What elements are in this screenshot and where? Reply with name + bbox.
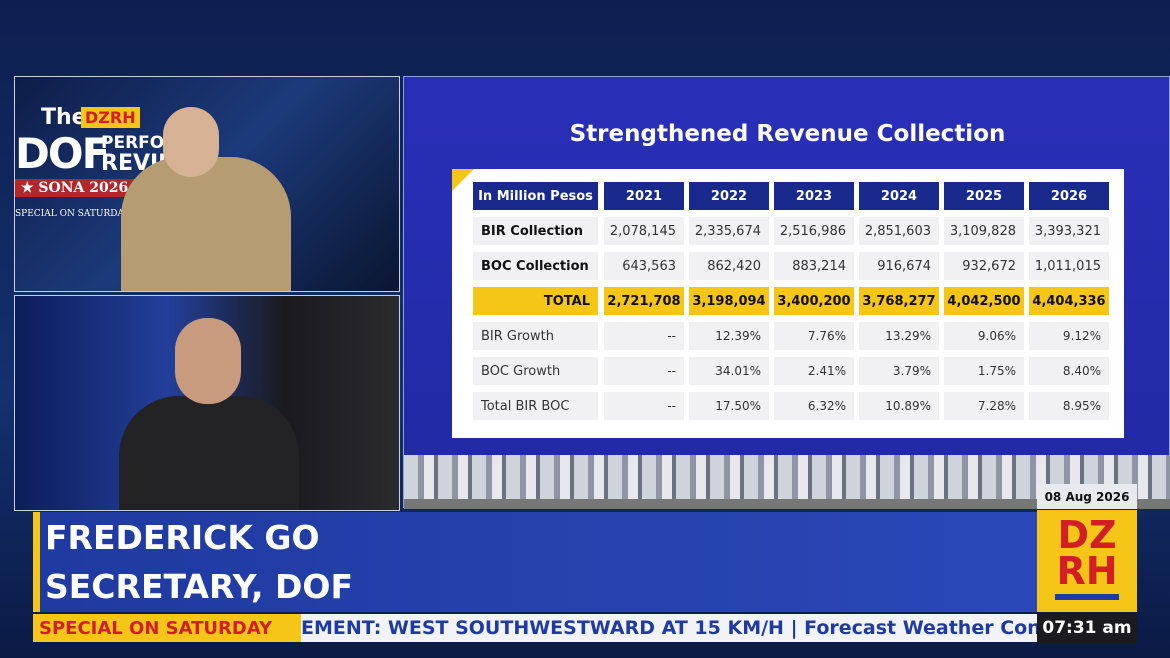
table-cell: 1.75% (944, 357, 1024, 385)
table-cell: 2,335,674 (689, 217, 769, 245)
table-cell: 7.28% (944, 392, 1024, 420)
table: In Million Pesos 2021 2022 2023 2024 2025 2026… (452, 169, 1124, 438)
ticker-text: EMENT: WEST SOUTHWESTWARD AT 15 KM/H | F… (301, 617, 1037, 639)
header-cell: 2024 (859, 182, 939, 210)
table-cell: 2,721,708 (604, 287, 684, 315)
table-cell: 8.95% (1029, 392, 1109, 420)
time: 07:31 am (1037, 613, 1137, 643)
table-cell: 8.40% (1029, 357, 1109, 385)
slide: Strengthened Revenue Collection In Milli… (403, 76, 1170, 509)
ticker-label: SPECIAL ON SATURDAY (33, 614, 301, 642)
logo: DZ RH (1037, 510, 1137, 612)
header-cell: 2025 (944, 182, 1024, 210)
ticker: EMENT: WEST SOUTHWESTWARD AT 15 KM/H | F… (33, 614, 1037, 642)
table-cell: 3,393,321 (1029, 217, 1109, 245)
table-cell: 883,214 (774, 252, 854, 280)
table-cell: 6.32% (774, 392, 854, 420)
logo-bottom: RH (1056, 549, 1118, 593)
table-cell: 3.79% (859, 357, 939, 385)
table-cell: 4,042,500 (944, 287, 1024, 315)
table-cell: 17.50% (689, 392, 769, 420)
header-cell: 2023 (774, 182, 854, 210)
table-cell: 2.41% (774, 357, 854, 385)
skyline (404, 497, 1170, 509)
header-cell: 2026 (1029, 182, 1109, 210)
table-cell: 2,851,603 (859, 217, 939, 245)
table-cell: -- (604, 357, 684, 385)
date: 08 Aug 2026 (1037, 484, 1137, 509)
backdrop-network: DZRH (81, 107, 140, 128)
table-cell: 9.06% (944, 322, 1024, 350)
table-cell: 2,078,145 (604, 217, 684, 245)
table-cell: 643,563 (604, 252, 684, 280)
header-cell: 2022 (689, 182, 769, 210)
table-cell: 12.39% (689, 322, 769, 350)
header-cell: In Million Pesos (473, 182, 598, 210)
table-cell: BIR Collection (473, 217, 598, 245)
table-cell: 3,198,094 (689, 287, 769, 315)
video-top: The DZRH DOF PERFORMA REVIE ★ SONA 2026 … (14, 76, 400, 292)
backdrop-brand: DOF (15, 129, 110, 178)
table-cell: 10.89% (859, 392, 939, 420)
table-cell: 7.76% (774, 322, 854, 350)
table-cell: 3,400,200 (774, 287, 854, 315)
table-cell: 34.01% (689, 357, 769, 385)
backdrop-tagline: SPECIAL ON SATURDAY W/ CE (15, 209, 161, 219)
table-cell: 862,420 (689, 252, 769, 280)
corner-accent (452, 169, 474, 191)
table-cell: -- (604, 322, 684, 350)
table-cell: 3,109,828 (944, 217, 1024, 245)
video-bottom (14, 295, 400, 511)
table-cell: Total BIR BOC (473, 392, 598, 420)
person-head (175, 318, 241, 404)
table-cell: BOC Growth (473, 357, 598, 385)
table-cell: TOTAL (473, 287, 598, 315)
table-cell: -- (604, 392, 684, 420)
table-cell: 13.29% (859, 322, 939, 350)
logo-bar (1055, 594, 1119, 600)
person-head (163, 107, 219, 177)
slide-title: Strengthened Revenue Collection (569, 121, 1006, 147)
table-cell: BIR Growth (473, 322, 598, 350)
person (119, 396, 299, 510)
position: SECRETARY, DOF (45, 567, 354, 606)
backdrop-show: The (41, 105, 87, 130)
lower-third: FREDERICK GO SECRETARY, DOF (33, 512, 1037, 612)
table-cell: BOC Collection (473, 252, 598, 280)
table-cell: 2,516,986 (774, 217, 854, 245)
header-cell: 2021 (604, 182, 684, 210)
logo-top: DZ (1057, 513, 1117, 557)
table-cell: 1,011,015 (1029, 252, 1109, 280)
table-cell: 9.12% (1029, 322, 1109, 350)
table-cell: 3,768,277 (859, 287, 939, 315)
person (121, 157, 291, 291)
name: FREDERICK GO (45, 518, 320, 557)
table-cell: 916,674 (859, 252, 939, 280)
table-cell: 4,404,336 (1029, 287, 1109, 315)
table-cell: 932,672 (944, 252, 1024, 280)
